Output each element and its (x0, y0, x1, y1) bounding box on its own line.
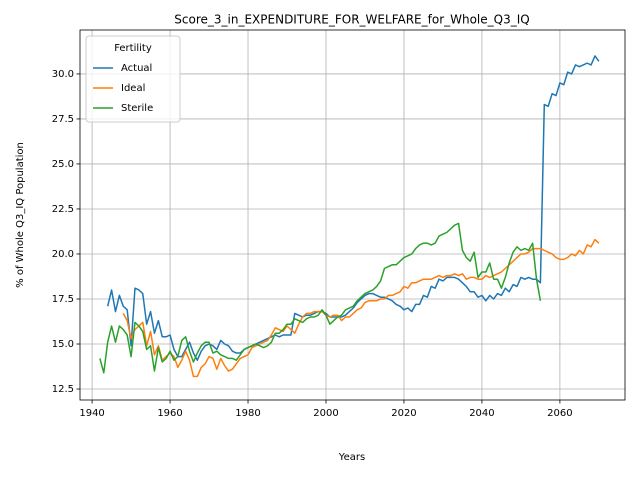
series-line (122, 238, 600, 378)
legend: Fertility Actual Ideal Sterile (85, 35, 181, 123)
x-tick-label: 2060 (547, 408, 572, 419)
series-line (106, 55, 600, 361)
y-tick-label: 15.0 (52, 339, 74, 350)
legend-label: Sterile (121, 103, 153, 114)
plot-frame (79, 29, 626, 401)
x-tick-label: 1940 (79, 408, 104, 419)
y-tick-label: 12.5 (52, 384, 74, 395)
x-tick-label: 1960 (157, 408, 182, 419)
series-line (99, 222, 542, 374)
x-tick-label: 2000 (313, 408, 338, 419)
legend-label: Ideal (121, 83, 145, 94)
x-tick-label: 1980 (235, 408, 260, 419)
y-tick-label: 22.5 (52, 204, 74, 215)
y-axis-label: % of Whole Q3_IQ Population (15, 142, 26, 288)
y-tick-label: 25.0 (52, 159, 74, 170)
x-axis-label: Years (338, 452, 365, 463)
legend-label: Actual (121, 63, 152, 74)
y-tick-label: 27.5 (52, 114, 74, 125)
x-tick-label: 2020 (391, 408, 416, 419)
y-tick-label: 30.0 (52, 69, 74, 80)
legend-title: Fertility (114, 43, 152, 54)
legend-frame (85, 35, 181, 123)
y-tick-label: 20.0 (52, 249, 74, 260)
chart-title: Score_3_in_EXPENDITURE_FOR_WELFARE_for_W… (174, 13, 529, 27)
x-tick-label: 2040 (469, 408, 494, 419)
y-tick-label: 17.5 (52, 294, 74, 305)
